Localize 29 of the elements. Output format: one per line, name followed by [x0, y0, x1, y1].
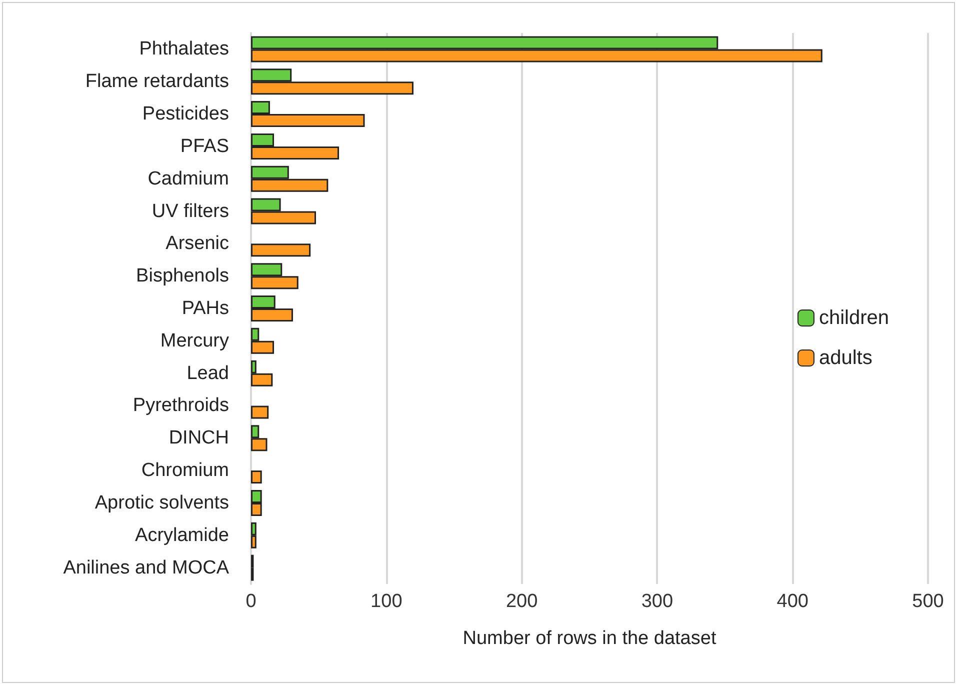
x-tick-label: 300 [641, 591, 674, 612]
x-tick-label: 200 [506, 591, 538, 612]
y-tick-label: Pesticides [142, 104, 229, 125]
y-tick-label: Arsenic [166, 233, 229, 254]
bar [251, 244, 311, 257]
y-tick-label: Phthalates [139, 38, 229, 60]
y-tick-label: Acrylamide [135, 524, 229, 546]
y-tick-label: Anilines and MOCA [63, 557, 230, 578]
x-tick-label: 0 [246, 591, 256, 612]
x-tick-label: 500 [912, 591, 944, 612]
y-tick-label: PAHs [182, 298, 229, 319]
bar [251, 470, 262, 484]
legend-label: adults [818, 347, 872, 369]
y-tick-label: Chromium [141, 460, 229, 482]
y-tick-label: Pyrethroids [132, 395, 229, 416]
bar [251, 406, 269, 419]
y-tick-label: Flame retardants [85, 71, 229, 92]
x-axis-title: Number of rows in the dataset [462, 628, 717, 649]
y-tick-label: PFAS [180, 136, 229, 157]
y-tick-label: Mercury [160, 330, 230, 352]
y-tick-label: Aprotic solvents [94, 492, 229, 514]
y-tick-label: DINCH [168, 428, 229, 449]
y-tick-label: Bisphenols [136, 266, 229, 287]
legend-label: children [818, 307, 890, 329]
x-tick-label: 100 [370, 591, 402, 612]
y-tick-label: Cadmium [148, 168, 229, 190]
x-tick-label: 400 [776, 591, 808, 612]
y-tick-label: Lead [186, 362, 229, 384]
y-tick-label: UV filters [152, 200, 229, 222]
